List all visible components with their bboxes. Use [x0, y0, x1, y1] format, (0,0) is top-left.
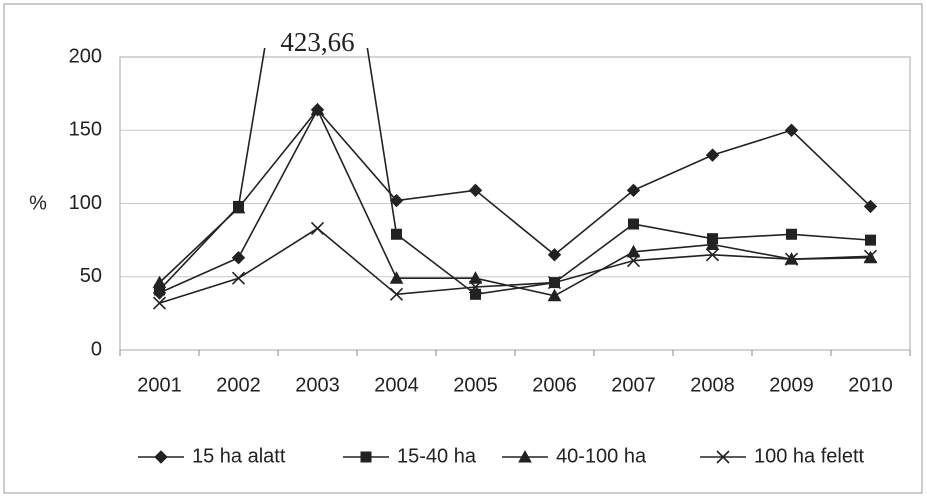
x-tick-label: 2002 [216, 374, 261, 396]
marker [784, 123, 799, 137]
marker [705, 248, 720, 262]
marker [786, 228, 797, 240]
marker [705, 237, 720, 251]
legend-marker [518, 449, 532, 463]
marker [626, 244, 641, 258]
marker [547, 276, 562, 290]
plot [152, 48, 878, 310]
x-tick-label: 2005 [453, 374, 498, 396]
legend-marker [360, 451, 372, 463]
marker [705, 148, 720, 162]
marker [547, 288, 562, 302]
marker [391, 228, 402, 240]
marker [468, 183, 483, 198]
y-axis-label: % [29, 192, 47, 214]
legend-marker [154, 450, 168, 464]
x-tick-label: 2001 [137, 374, 182, 396]
series-line [159, 108, 872, 294]
marker [865, 234, 876, 246]
x-tick-label: 2004 [374, 374, 419, 396]
x-tick-label: 2006 [532, 374, 577, 396]
legend-marker [716, 450, 730, 464]
legend-label: 15-40 ha [397, 445, 477, 467]
y-tick-label: 150 [69, 119, 102, 141]
y-tick-label: 200 [69, 45, 102, 67]
legend-label: 40-100 ha [556, 445, 647, 467]
y-tick-label: 50 [80, 265, 102, 287]
x-tick-label: 2007 [611, 374, 656, 396]
legend-label: 15 ha alatt [192, 445, 286, 467]
marker [468, 280, 483, 294]
marker [389, 193, 404, 208]
data-label: 423,66 [280, 27, 354, 57]
series-line [158, 108, 871, 297]
y-tick-label: 0 [91, 338, 102, 360]
marker [468, 271, 483, 284]
x-tick-label: 2008 [690, 374, 735, 396]
marker [389, 287, 404, 301]
marker [152, 296, 167, 310]
marker [231, 200, 246, 214]
marker [152, 275, 167, 289]
marker [389, 271, 404, 284]
legend-label: 100 ha felett [754, 445, 865, 467]
x-tick-label: 2009 [769, 374, 814, 396]
y-tick-label: 100 [69, 192, 102, 214]
marker [547, 248, 562, 262]
series-line [158, 48, 871, 296]
marker [310, 102, 325, 116]
marker [863, 199, 878, 214]
x-tick-label: 2010 [848, 374, 893, 396]
marker [863, 249, 878, 263]
x-tick-label: 2003 [295, 374, 340, 396]
marker [231, 250, 246, 265]
marker [470, 288, 481, 300]
marker [310, 221, 325, 235]
marker [628, 218, 639, 230]
series-line [159, 227, 871, 304]
marker [626, 183, 641, 198]
chart-frame [3, 3, 923, 494]
marker [231, 271, 246, 285]
marker [626, 254, 641, 268]
marker [784, 252, 799, 266]
